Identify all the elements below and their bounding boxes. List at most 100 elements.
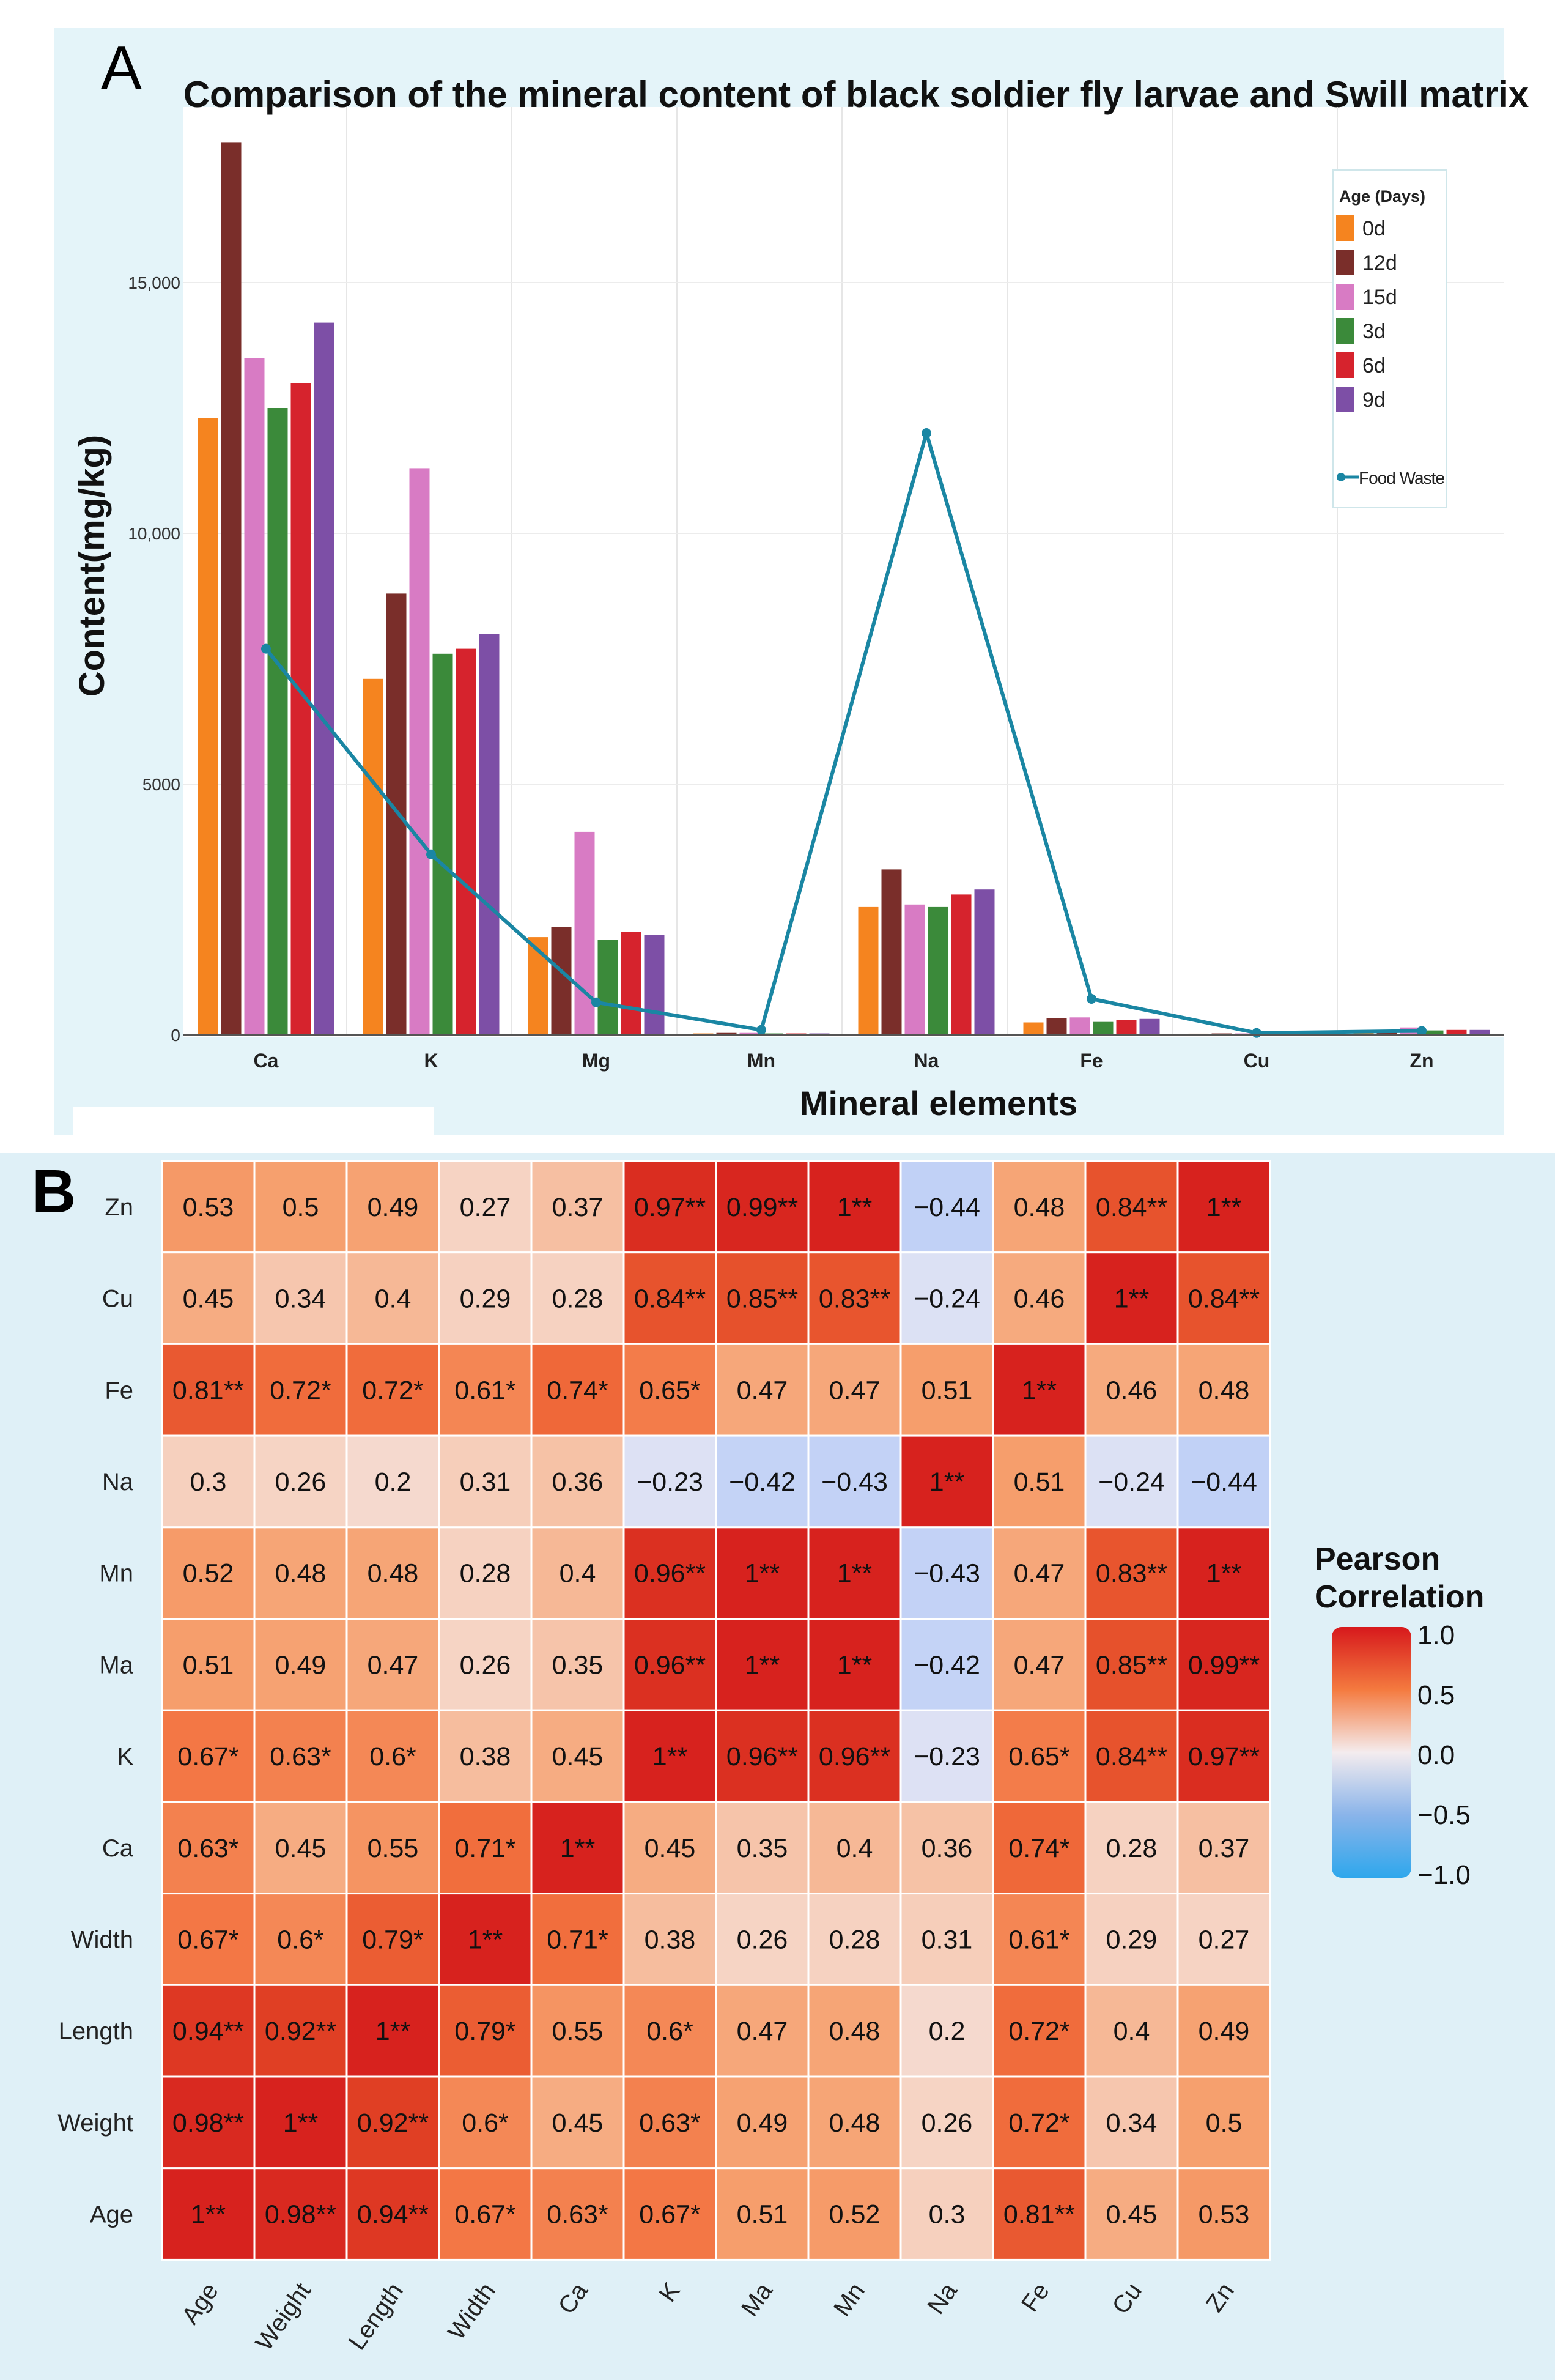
- food-waste-point-Mn: [756, 1025, 766, 1035]
- heatmap-cell-label: 0.72*: [362, 1376, 424, 1405]
- bar-9d-Mg: [644, 935, 665, 1035]
- heatmap-cell-label: 0.51: [183, 1650, 234, 1680]
- heatmap-cell-label: 1**: [652, 1742, 688, 1771]
- heatmap-cell-label: 0.63*: [177, 1834, 239, 1863]
- heatmap-cell: [899, 1709, 994, 1803]
- heatmap-cell: [807, 1343, 902, 1437]
- heatmap-cell-label: 0.74*: [547, 1376, 608, 1405]
- heatmap-cell: [438, 1893, 533, 1986]
- heatmap-cell: [1084, 1801, 1179, 1895]
- heatmap-cell: [161, 1984, 256, 2078]
- heatmap-cell-label: −0.42: [729, 1467, 796, 1497]
- heatmap-cell: [715, 1343, 810, 1437]
- heatmap-cell-label: 0.63*: [639, 2108, 701, 2138]
- heatmap-cell: [345, 1893, 440, 1986]
- heatmap-cell-label: 0.47: [1014, 1559, 1065, 1589]
- bar-3d-Ca: [267, 408, 288, 1035]
- heatmap-cell: [253, 1893, 348, 1986]
- heatmap-cell-label: 1**: [1114, 1285, 1150, 1314]
- heatmap-cell-label: 0.34: [275, 1285, 327, 1314]
- heatmap-cell: [807, 1160, 902, 1254]
- heatmap-cell-label: 0.81**: [1003, 2200, 1075, 2230]
- bar-3d-Zn: [1423, 1030, 1444, 1035]
- heatmap-cell: [530, 1526, 625, 1620]
- heatmap-cells: 0.53 0.5 0.49 0.27 0.37 0.97** 0.99** 1** −0.44 0…: [161, 1160, 1271, 2261]
- heatmap-cell-label: 0.36: [922, 1834, 973, 1863]
- heatmap-cell-label: 0.99**: [1188, 1650, 1260, 1680]
- heatmap-cell: [253, 1526, 348, 1620]
- heatmap-cell-label: 0.53: [183, 1193, 234, 1222]
- heatmap-cell: [1176, 1526, 1271, 1620]
- x-tick-label-Cu: Cu: [1244, 1050, 1270, 1072]
- heatmap-cell-label: 0.28: [829, 1925, 881, 1954]
- heatmap-cell-label: 0.38: [645, 1925, 696, 1954]
- y-label-Fe: Fe: [105, 1377, 133, 1404]
- bar-6d-Ca: [290, 383, 311, 1035]
- heatmap-cell-label: 0.5: [1206, 2108, 1243, 2138]
- heatmap-cell: [161, 1526, 256, 1620]
- scale-tick-label: −0.5: [1417, 1800, 1471, 1830]
- heatmap-cell: [530, 1251, 625, 1345]
- heatmap-cell-label: 0.4: [560, 1559, 596, 1589]
- legend-swatch-3d: [1336, 318, 1354, 344]
- panel-a-label: A: [101, 34, 142, 102]
- heatmap-cell-label: 0.4: [837, 1834, 873, 1863]
- x-tick-label-Fe: Fe: [1080, 1050, 1103, 1072]
- scale-tick-label: 1.0: [1417, 1620, 1455, 1650]
- bar-6d-Mg: [621, 932, 641, 1035]
- heatmap-cell-label: 0.79*: [454, 2017, 516, 2046]
- heatmap-cell: [253, 1434, 348, 1529]
- y-axis-ticks: 0 5000 10,000 15,000: [128, 273, 180, 1045]
- y-label-Cu: Cu: [102, 1286, 133, 1313]
- heatmap-cell-label: 0.27: [460, 1193, 511, 1222]
- heatmap-cell-label: 0.34: [1106, 2108, 1158, 2138]
- heatmap-cell-label: 0.52: [183, 1559, 234, 1589]
- legend-swatch-0d: [1336, 215, 1354, 241]
- heatmap-cell-label: 0.96**: [634, 1650, 706, 1680]
- legend-label-6d: 6d: [1362, 354, 1386, 377]
- heatmap-cell-label: 0.2: [929, 2017, 966, 2046]
- heatmap-cell-label: 0.92**: [357, 2108, 429, 2138]
- legend-title-line-1: Pearson: [1315, 1541, 1440, 1577]
- heatmap-cell-label: 0.45: [552, 1742, 604, 1771]
- heatmap-cell-label: 0.48: [368, 1559, 419, 1589]
- heatmap-cell: [622, 1984, 717, 2078]
- heatmap-cell-label: 0.61*: [454, 1376, 516, 1405]
- heatmap-cell-label: 0.45: [183, 1285, 234, 1314]
- heatmap-cell-label: 0.67*: [177, 1742, 239, 1771]
- heatmap-cell-label: 0.92**: [265, 2017, 336, 2046]
- heatmap-cell: [992, 1343, 1087, 1437]
- bar-9d-Ca: [314, 322, 334, 1035]
- heatmap-cell-label: 0.48: [1014, 1193, 1065, 1222]
- bar-6d-Na: [951, 894, 972, 1035]
- heatmap-cell-label: 0.49: [737, 2108, 788, 2138]
- heatmap-cell-label: 0.72*: [1008, 2017, 1070, 2046]
- heatmap-cell: [530, 1893, 625, 1986]
- caption-cover: [73, 1107, 434, 1138]
- heatmap-cell: [807, 1251, 902, 1345]
- heatmap-cell-label: 0.79*: [362, 1925, 424, 1954]
- bar-15d-Ca: [244, 358, 265, 1035]
- y-axis-label: Content(mg/kg): [72, 435, 112, 697]
- chart-title: Comparison of the mineral content of bla…: [183, 74, 1529, 115]
- legend-swatch-9d: [1336, 387, 1354, 412]
- heatmap-cell: [253, 2167, 348, 2261]
- heatmap-cell: [530, 1984, 625, 2078]
- heatmap-cell: [161, 1160, 256, 1254]
- heatmap-cell-label: 0.84**: [1096, 1742, 1167, 1771]
- heatmap-cell-label: 0.37: [1199, 1834, 1250, 1863]
- heatmap-cell-label: 1**: [929, 1467, 965, 1497]
- heatmap-cell-label: 0.71*: [454, 1834, 516, 1863]
- heatmap-cell-label: 0.4: [1114, 2017, 1150, 2046]
- heatmap-cell: [1176, 1434, 1271, 1529]
- y-label-Mn: Mn: [99, 1560, 133, 1587]
- heatmap-cell: [438, 1160, 533, 1254]
- heatmap-cell: [715, 1801, 810, 1895]
- heatmap-cell-label: 0.63*: [270, 1742, 331, 1771]
- bar-6d-Zn: [1446, 1029, 1467, 1035]
- y-tick-label: 5000: [142, 775, 180, 794]
- heatmap-cell: [807, 2167, 902, 2261]
- x-tick-label-K: K: [424, 1050, 438, 1072]
- heatmap-cell-label: 1**: [1206, 1559, 1242, 1589]
- heatmap-cell-label: 0.55: [552, 2017, 604, 2046]
